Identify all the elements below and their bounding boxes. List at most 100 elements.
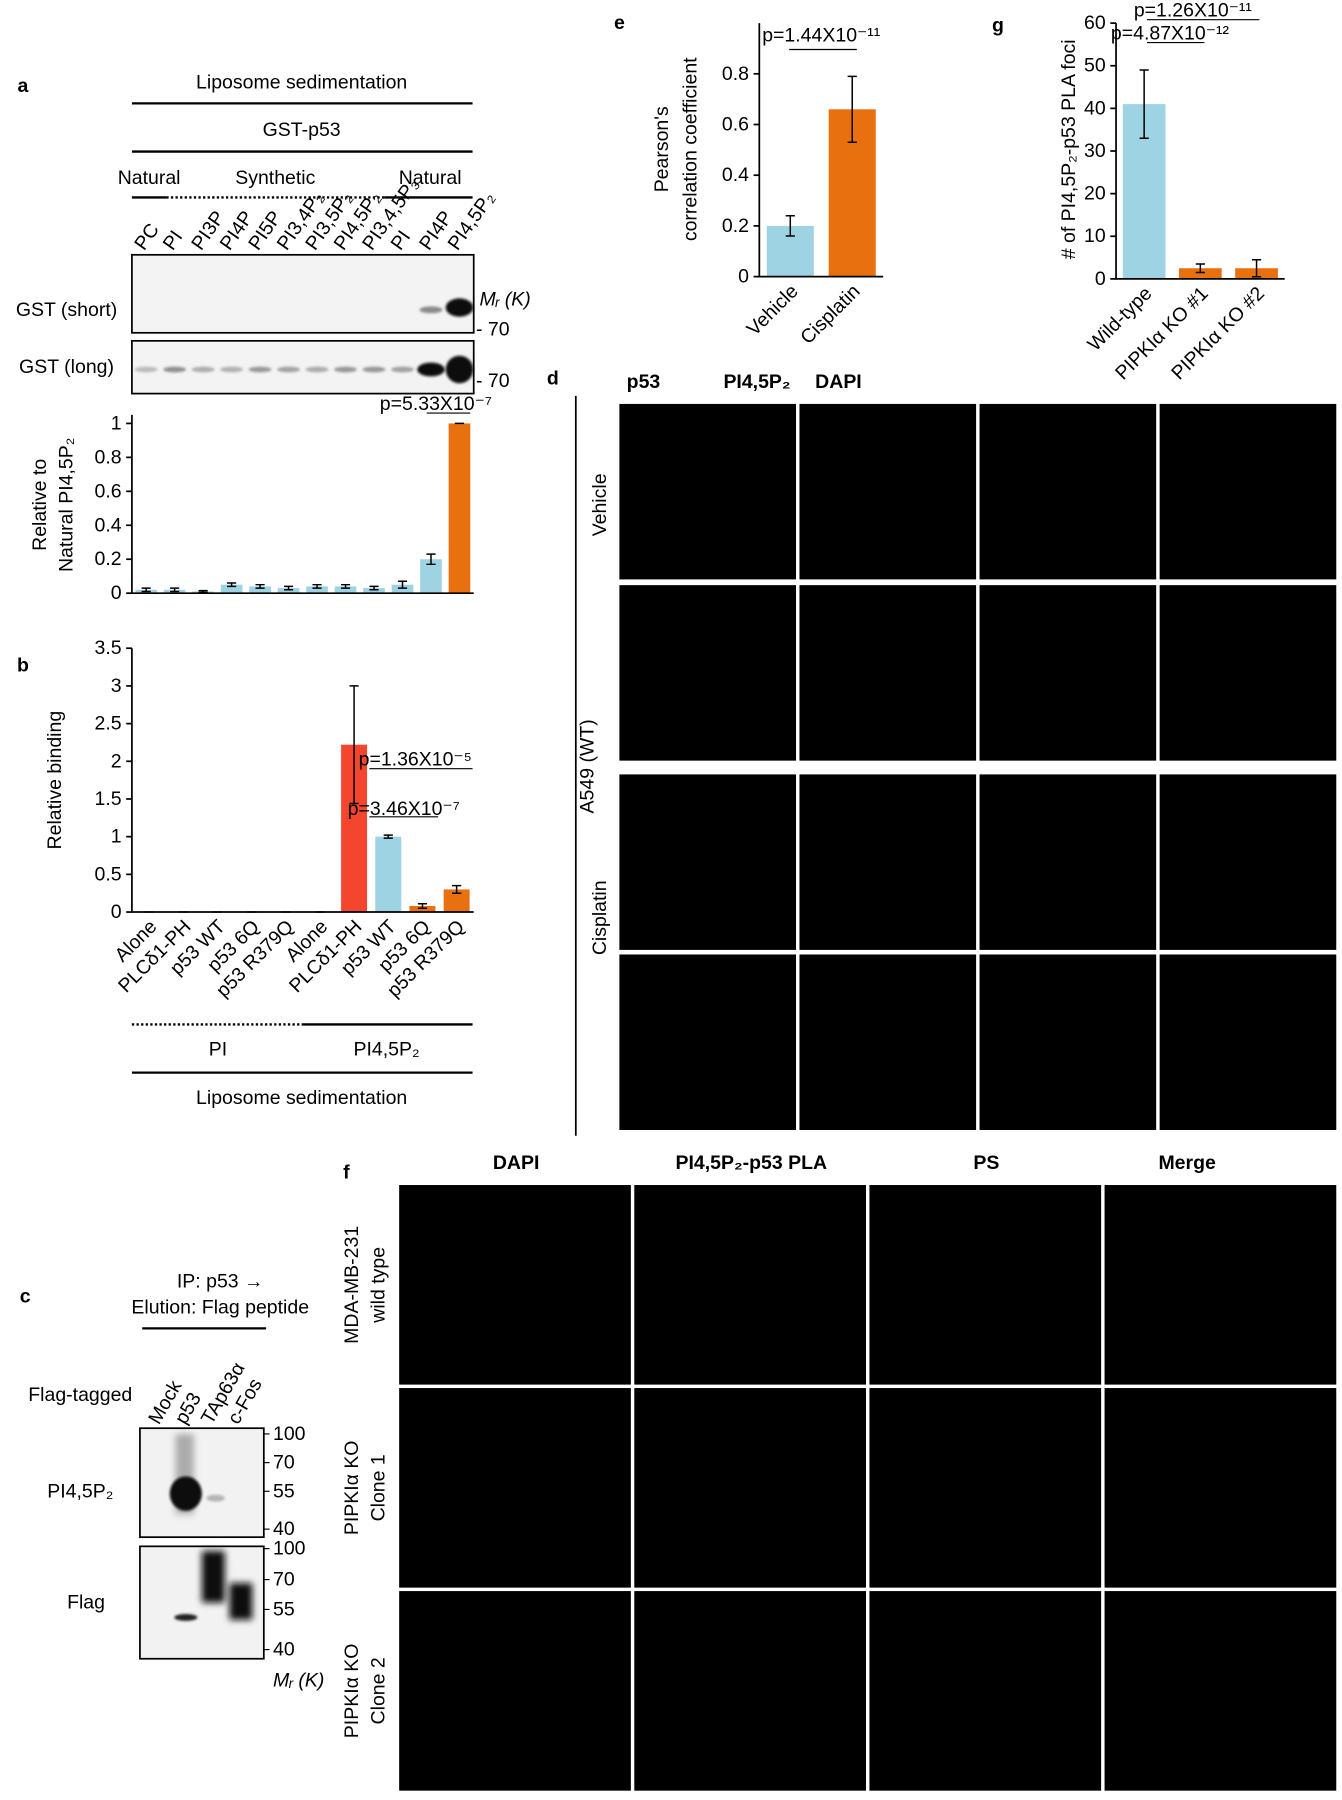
error-bar [452,884,462,894]
column-header: PI4,5P₂-p53 PLA [675,1152,827,1174]
y-tick-label: 0.2 [722,215,749,237]
band [191,366,215,373]
band [169,1476,202,1511]
cell-line-label: A549 (WT) [576,719,598,813]
band [206,1494,225,1502]
y-tick-label: 0 [111,901,122,923]
bar [277,588,300,594]
p-value: p=1.44X10⁻¹¹ [762,25,881,47]
marker: 55 [273,1480,295,1502]
image-panel [1104,1185,1337,1385]
image-panel [799,403,977,580]
y-tick-label: 3 [111,675,122,697]
y-tick-label: 0.5 [94,863,121,885]
row-label: wild type [368,1247,390,1324]
y-axis-label: # of PI4,5P₂-p53 PLA foci [1058,39,1080,259]
bar [1178,268,1222,279]
header: IP: p53 → [177,1270,264,1292]
column-header: DAPI [493,1152,540,1174]
band [163,366,187,373]
y-axis-label: correlation coefficient [679,57,701,241]
p-value: p=4.87X10⁻¹² [1111,22,1230,44]
speckle [977,481,980,484]
marker-unit: Mᵣ (K) [479,289,530,311]
y-tick-label: 1 [111,826,122,848]
y-tick-label: 0 [738,266,749,288]
y-axis-label: Pearson's [651,106,673,192]
y-tick-label: 2 [111,750,122,772]
panel-letter: e [614,12,625,34]
y-tick-label: 0 [1095,268,1106,290]
row-label: MDA-MB-231 [341,1226,363,1344]
image-panel [1159,403,1337,580]
band [220,366,244,373]
image-panel [619,585,797,761]
row-title: Flag-tagged [28,1384,132,1406]
image-panel [979,403,1157,580]
x-tick-label: Cisplatin [796,280,864,348]
y-tick-label: 30 [1084,140,1106,162]
bar [363,588,385,594]
row-label: PIPKIα KO [341,1644,363,1739]
lipid-label: PI4,5P₂ [354,1039,420,1061]
image-panel [979,774,1157,950]
axis [758,23,884,278]
image-panel [1159,954,1337,1130]
error-bar [397,580,408,589]
error-bar [227,582,237,588]
column-header: Merge [1158,1152,1216,1174]
marker: 70 [273,1452,295,1474]
image-panel [619,403,797,580]
panel-letter: c [20,1285,31,1307]
image-panel [1104,1388,1337,1588]
speckle [797,487,800,490]
marker: 40 [273,1639,295,1661]
y-tick-label: 20 [1084,183,1106,205]
row-label: PIPKIα KO [341,1441,363,1536]
error-bar [383,834,393,839]
footer: Liposome sedimentation [196,1087,407,1109]
image-panel [1159,585,1337,761]
error-bar [417,903,428,910]
y-tick-label: 0 [111,582,122,604]
error-bar [847,75,857,143]
band [334,366,358,373]
panel-letter: d [547,368,559,390]
row-label: Clone 1 [368,1454,390,1521]
image-panel [634,1591,866,1791]
lane-label: PC [130,219,164,254]
bar [391,584,414,594]
bar [220,584,243,594]
error-bar [1195,263,1205,274]
image-panel [619,774,797,950]
band [229,1583,253,1620]
group-label: Natural [399,167,462,189]
p-value: p=1.26X10⁻¹¹ [1134,0,1253,21]
band [305,366,329,373]
channel-label: p53 [627,371,661,393]
lipid-label: PI [209,1039,227,1061]
image-panel [399,1591,631,1791]
speckle [1263,760,1266,763]
error-bar [141,587,151,593]
y-tick-label: 1.5 [94,788,121,810]
image-panel [634,1388,866,1588]
image-panel [399,1185,631,1385]
condition-label: Cisplatin [589,880,611,955]
marker-unit: Mᵣ (K) [273,1670,324,1692]
header: Elution: Flag peptide [131,1297,309,1319]
y-tick-label: 40 [1084,97,1106,119]
bar [443,889,470,913]
y-tick-label: 0.8 [722,63,749,85]
error-bar [283,585,294,591]
blot-label: GST (short) [16,299,117,321]
x-tick-label: Vehicle [743,280,803,340]
band [445,298,474,317]
bar [409,906,436,913]
error-bar [369,585,379,591]
lane-label: PI [159,227,188,255]
image-panel [869,1591,1102,1791]
speckle [1339,669,1342,672]
blot-label: Flag [67,1592,105,1614]
marker: 40 [273,1518,295,1540]
